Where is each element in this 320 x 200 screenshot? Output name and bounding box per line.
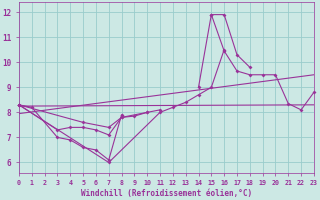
X-axis label: Windchill (Refroidissement éolien,°C): Windchill (Refroidissement éolien,°C) [81,189,252,198]
